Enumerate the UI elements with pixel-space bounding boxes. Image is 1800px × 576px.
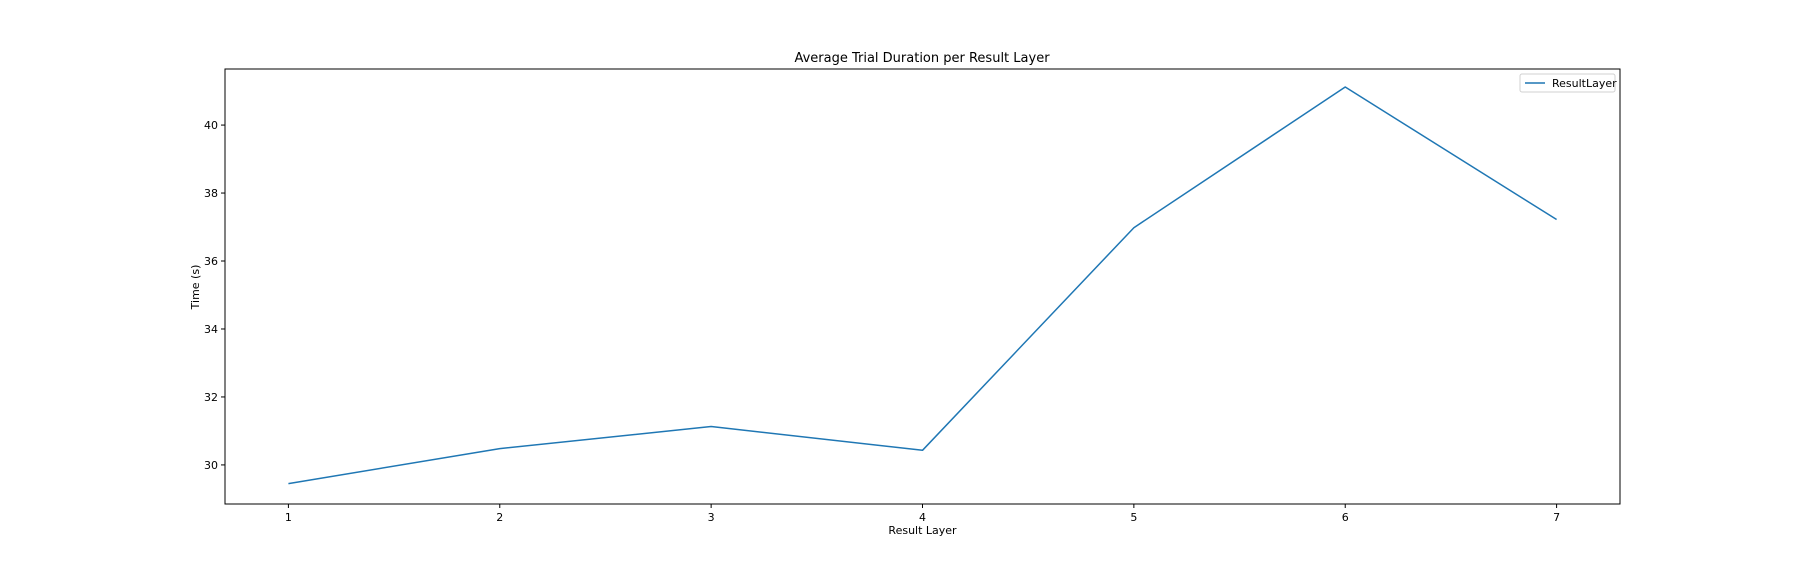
x-axis-title: Result Layer	[888, 524, 957, 537]
x-tick-label: 1	[285, 511, 292, 524]
y-tick-label: 32	[204, 391, 218, 404]
x-tick-label: 7	[1553, 511, 1560, 524]
y-axis: 30 32 34 36 38 40	[204, 119, 225, 472]
y-tick-label: 40	[204, 119, 218, 132]
x-axis: 1 2 3 4 5 6 7	[285, 504, 1560, 524]
legend-label-resultlayer: ResultLayer	[1552, 77, 1617, 90]
plot-frame	[224, 68, 1621, 505]
x-tick-label: 4	[919, 511, 926, 524]
y-tick-label: 38	[204, 187, 218, 200]
y-tick-label: 36	[204, 255, 218, 268]
legend-box	[1519, 73, 1616, 93]
y-axis-title: Time (s)	[189, 265, 202, 311]
x-tick-label: 6	[1342, 511, 1349, 524]
x-tick-label: 3	[708, 511, 715, 524]
series-layer	[288, 86, 1557, 485]
x-tick-label: 2	[496, 511, 503, 524]
legend: ResultLayer	[1519, 73, 1617, 93]
y-tick-label: 30	[204, 459, 218, 472]
series-line-resultlayer	[288, 86, 1557, 485]
x-tick-label: 5	[1130, 511, 1137, 524]
chart-title: Average Trial Duration per Result Layer	[794, 51, 1050, 66]
y-tick-label: 34	[204, 323, 218, 336]
